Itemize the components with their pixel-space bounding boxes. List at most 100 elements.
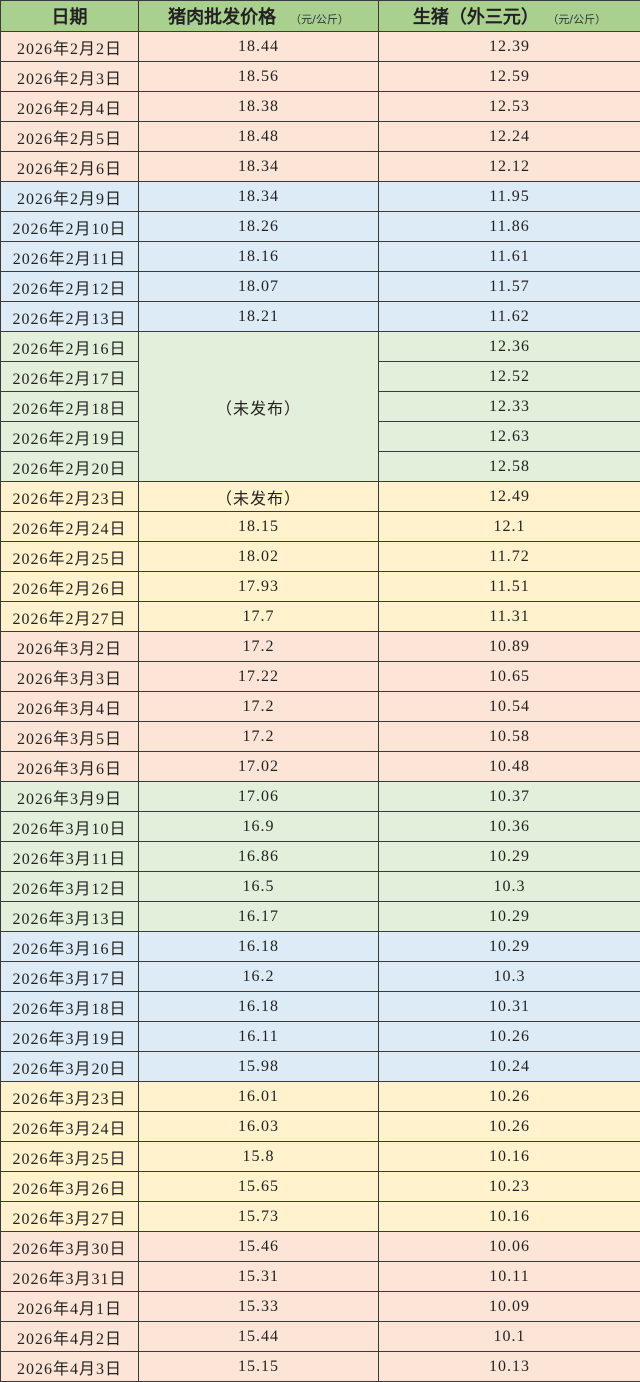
pork-price-cell: 16.18 (138, 931, 379, 962)
hog-price-cell: 11.51 (378, 571, 640, 602)
hog-price-cell: 10.3 (378, 961, 640, 992)
hog-price-cell: 10.13 (378, 1351, 640, 1382)
hog-price-cell: 11.86 (378, 211, 640, 242)
pork-price-cell: 18.02 (138, 541, 379, 572)
pork-price-cell: 16.18 (138, 991, 379, 1022)
pork-price-cell: （未发布） (138, 481, 379, 512)
date-cell: 2026年2月11日 (0, 241, 139, 272)
date-cell: 2026年3月10日 (0, 811, 139, 842)
hog-price-cell: 10.09 (378, 1291, 640, 1322)
date-cell: 2026年3月2日 (0, 631, 139, 662)
pork-price-cell: 16.03 (138, 1111, 379, 1142)
hog-price-cell: 12.59 (378, 61, 640, 92)
pork-price-cell: 17.2 (138, 721, 379, 752)
pork-price-cell: 17.2 (138, 691, 379, 722)
table-row: 2026年3月12日 16.5 10.3 (0, 871, 640, 902)
hog-price-cell: 12.33 (378, 391, 640, 422)
table-row: 2026年4月3日 15.15 10.13 (0, 1351, 640, 1382)
hog-price-cell: 10.06 (378, 1231, 640, 1262)
date-cell: 2026年2月25日 (0, 541, 139, 572)
table-row: 2026年3月17日 16.2 10.3 (0, 961, 640, 992)
table-row: 2026年2月10日 18.26 11.86 (0, 211, 640, 242)
table-row: 2026年2月6日 18.34 12.12 (0, 151, 640, 182)
pork-price-cell: 16.11 (138, 1021, 379, 1052)
hog-price-cell: 10.29 (378, 901, 640, 932)
hog-price-cell: 11.62 (378, 301, 640, 332)
pork-price-cell: 18.38 (138, 91, 379, 122)
hog-price-cell: 11.95 (378, 181, 640, 212)
date-cell: 2026年2月27日 (0, 601, 139, 632)
date-cell: 2026年2月5日 (0, 121, 139, 152)
table-row: 2026年2月11日 18.16 11.61 (0, 241, 640, 272)
header-hog-unit: （元/公斤） (552, 13, 607, 26)
table-row: 2026年2月4日 18.38 12.53 (0, 91, 640, 122)
date-cell: 2026年3月3日 (0, 661, 139, 692)
date-cell: 2026年2月24日 (0, 511, 139, 542)
pork-price-cell: 15.15 (138, 1351, 379, 1382)
hog-price-cell: 12.63 (378, 421, 640, 452)
date-cell: 2026年2月12日 (0, 271, 139, 302)
hog-price-cell: 10.65 (378, 661, 640, 692)
table-row: 2026年3月18日 16.18 10.31 (0, 991, 640, 1022)
table-row: 2026年2月24日 18.15 12.1 (0, 511, 640, 542)
header-hog-label: 生猪（外三元） (412, 7, 539, 28)
hog-price-cell: 12.36 (378, 331, 640, 362)
table-row: 2026年3月11日 16.86 10.29 (0, 841, 640, 872)
table-row: 2026年2月16日 （未发布） 12.36 (0, 331, 640, 482)
table-row: 2026年3月23日 16.01 10.26 (0, 1081, 640, 1112)
pork-price-cell: 18.56 (138, 61, 379, 92)
table-row: 2026年2月13日 18.21 11.62 (0, 301, 640, 332)
date-cell: 2026年3月16日 (0, 931, 139, 962)
date-cell: 2026年3月19日 (0, 1021, 139, 1052)
hog-price-cell: 10.54 (378, 691, 640, 722)
hog-price-cell: 11.57 (378, 271, 640, 302)
hog-price-cell: 12.52 (378, 361, 640, 392)
pork-price-cell: 17.06 (138, 781, 379, 812)
pork-price-cell: 15.31 (138, 1261, 379, 1292)
pork-price-cell: 18.26 (138, 211, 379, 242)
hog-price-cell: 10.24 (378, 1051, 640, 1082)
hog-price-cell: 10.1 (378, 1321, 640, 1352)
pork-price-cell: 16.5 (138, 871, 379, 902)
table-row: 2026年3月26日 15.65 10.23 (0, 1171, 640, 1202)
hog-price-cell: 10.29 (378, 841, 640, 872)
hog-price-cell: 11.72 (378, 541, 640, 572)
date-cell: 2026年2月16日 (0, 331, 139, 362)
table-row: 2026年2月23日 （未发布） 12.49 (0, 481, 640, 512)
table-row: 2026年3月2日 17.2 10.89 (0, 631, 640, 662)
hog-price-cell: 10.29 (378, 931, 640, 962)
header-pork: 猪肉批发价格 （元/公斤） (138, 0, 379, 32)
pork-price-cell: 17.02 (138, 751, 379, 782)
table-row: 2026年2月9日 18.34 11.95 (0, 181, 640, 212)
date-cell: 2026年2月3日 (0, 61, 139, 92)
table-row: 2026年2月3日 18.56 12.59 (0, 61, 640, 92)
table-row: 2026年3月5日 17.2 10.58 (0, 721, 640, 752)
table-row: 2026年2月5日 18.48 12.24 (0, 121, 640, 152)
pork-price-cell: 15.44 (138, 1321, 379, 1352)
hog-price-cell: 10.58 (378, 721, 640, 752)
pork-price-cell: 16.17 (138, 901, 379, 932)
table-row: 2026年3月6日 17.02 10.48 (0, 751, 640, 782)
pork-price-cell: 18.21 (138, 301, 379, 332)
table-row: 2026年2月12日 18.07 11.57 (0, 271, 640, 302)
header-pork-label: 猪肉批发价格 (168, 7, 277, 28)
table-row: 2026年4月2日 15.44 10.1 (0, 1321, 640, 1352)
pork-price-cell: 15.73 (138, 1201, 379, 1232)
date-cell: 2026年2月19日 (0, 421, 139, 452)
hog-price-cell: 10.31 (378, 991, 640, 1022)
hog-price-cell: 12.49 (378, 481, 640, 512)
pork-price-cell: 18.15 (138, 511, 379, 542)
pork-price-cell: 18.34 (138, 151, 379, 182)
hog-price-cell: 10.26 (378, 1111, 640, 1142)
table-row: 2026年2月25日 18.02 11.72 (0, 541, 640, 572)
hog-price-cell: 12.39 (378, 31, 640, 62)
hog-price-cell: 10.16 (378, 1141, 640, 1172)
hog-price-cell: 10.36 (378, 811, 640, 842)
date-cell: 2026年3月6日 (0, 751, 139, 782)
date-cell: 2026年3月23日 (0, 1081, 139, 1112)
table-row: 2026年4月1日 15.33 10.09 (0, 1291, 640, 1322)
pork-price-cell: 16.2 (138, 961, 379, 992)
table-row: 2026年2月19日 12.63 (0, 421, 640, 452)
table-row: 2026年3月13日 16.17 10.29 (0, 901, 640, 932)
table-row: 2026年2月27日 17.7 11.31 (0, 601, 640, 632)
